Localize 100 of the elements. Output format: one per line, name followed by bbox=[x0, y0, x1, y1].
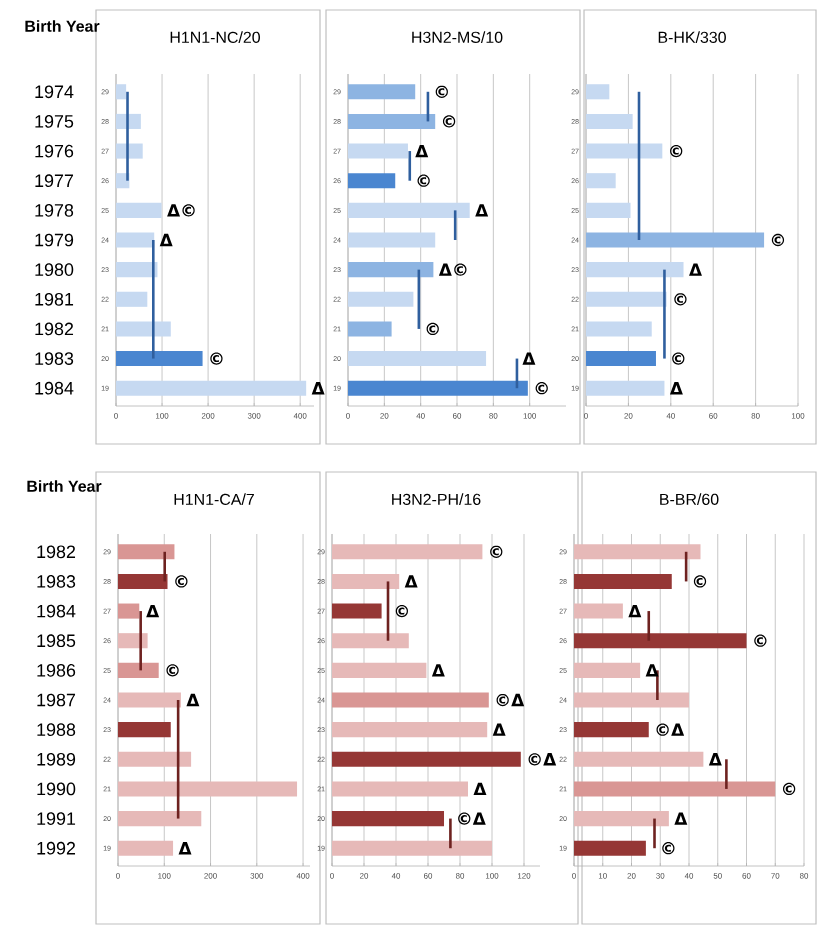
annotation: © bbox=[693, 575, 707, 588]
annotation: Δ bbox=[159, 233, 173, 247]
bar bbox=[116, 351, 203, 367]
annotation: Δ bbox=[522, 352, 536, 365]
text: 1974 bbox=[35, 85, 74, 99]
text: 1985 bbox=[37, 634, 76, 648]
bar bbox=[586, 291, 667, 307]
bar bbox=[574, 544, 701, 560]
annotation: © bbox=[210, 352, 223, 365]
bar bbox=[118, 603, 140, 619]
bar bbox=[574, 751, 704, 767]
bar bbox=[332, 751, 521, 767]
bar bbox=[118, 633, 148, 649]
annotation: © bbox=[417, 174, 430, 187]
bar bbox=[118, 751, 192, 767]
bar bbox=[332, 811, 445, 827]
annotation: ©Δ bbox=[528, 753, 557, 766]
bar bbox=[574, 603, 623, 619]
annotation: Δ© bbox=[167, 204, 195, 217]
text: 1992 bbox=[37, 841, 76, 855]
annotation: © bbox=[674, 293, 687, 306]
annotation: Δ bbox=[146, 604, 160, 618]
annotation: © bbox=[754, 634, 767, 647]
bar bbox=[574, 840, 646, 856]
annotation: © bbox=[426, 322, 439, 336]
bar bbox=[116, 380, 307, 396]
bar bbox=[586, 113, 633, 129]
bar bbox=[586, 351, 656, 367]
text: 1983 bbox=[37, 575, 76, 588]
annotation: Δ bbox=[689, 263, 702, 276]
annotation: Δ bbox=[178, 842, 192, 855]
bar bbox=[348, 143, 408, 159]
bar bbox=[574, 722, 649, 738]
bar bbox=[118, 544, 175, 560]
text: 1976 bbox=[35, 144, 74, 158]
bar bbox=[348, 173, 396, 189]
text: 1988 bbox=[37, 723, 76, 736]
annotation: Δ bbox=[628, 604, 642, 618]
annotation: © bbox=[672, 352, 685, 365]
annotation: © bbox=[435, 85, 448, 98]
annotation: Δ bbox=[186, 693, 200, 707]
annotation: © bbox=[442, 115, 456, 128]
bar bbox=[332, 781, 469, 797]
bar bbox=[332, 633, 409, 649]
bar bbox=[332, 840, 493, 856]
bar bbox=[574, 781, 776, 797]
bar bbox=[116, 202, 162, 218]
bar bbox=[332, 573, 400, 589]
annotation: Δ bbox=[431, 664, 445, 677]
bar bbox=[332, 692, 489, 708]
bar bbox=[586, 143, 663, 159]
text: 1986 bbox=[37, 664, 76, 677]
annotation: Δ bbox=[674, 812, 688, 825]
bar bbox=[118, 692, 181, 708]
annotation: Δ bbox=[475, 204, 489, 217]
text: 1978 bbox=[35, 203, 74, 217]
bar bbox=[332, 662, 427, 678]
bar bbox=[586, 262, 684, 278]
annotation: Δ bbox=[492, 723, 506, 736]
bar bbox=[118, 722, 171, 738]
bar bbox=[118, 840, 174, 856]
annotation: © bbox=[771, 233, 785, 247]
annotation: Δ bbox=[473, 782, 487, 796]
bar bbox=[574, 692, 690, 708]
annotation: © bbox=[490, 545, 503, 558]
text: 1989 bbox=[37, 752, 76, 766]
bar bbox=[118, 781, 298, 797]
bar bbox=[586, 380, 665, 396]
annotation: Δ bbox=[311, 382, 325, 395]
bar bbox=[348, 380, 528, 396]
annotation: ©Δ bbox=[458, 812, 486, 825]
bar bbox=[348, 321, 392, 337]
annotation: Δ© bbox=[438, 263, 467, 276]
bar bbox=[348, 262, 434, 278]
bar bbox=[574, 573, 672, 589]
bar bbox=[586, 202, 631, 218]
bar bbox=[118, 662, 159, 678]
annotation: © bbox=[670, 144, 683, 158]
text: 1981 bbox=[35, 292, 74, 306]
bar bbox=[586, 232, 765, 248]
bar bbox=[574, 662, 641, 678]
annotation: ©Δ bbox=[656, 723, 685, 736]
annotation: Δ bbox=[404, 575, 418, 588]
annotation: © bbox=[662, 842, 675, 855]
annotation: © bbox=[175, 575, 188, 588]
bar bbox=[586, 173, 616, 189]
annotation: Δ bbox=[708, 753, 722, 766]
text: 1982 bbox=[37, 545, 76, 559]
annotation: Δ bbox=[415, 144, 429, 158]
bar bbox=[574, 633, 747, 649]
bar bbox=[348, 291, 414, 307]
bar bbox=[116, 262, 158, 278]
bar bbox=[332, 544, 483, 560]
bar bbox=[332, 603, 382, 619]
annotation: © bbox=[783, 782, 796, 796]
annotation: © bbox=[535, 382, 548, 395]
bar bbox=[348, 113, 436, 129]
bar bbox=[348, 351, 487, 367]
text: 1984 bbox=[35, 381, 74, 395]
annotation: ©Δ bbox=[496, 693, 525, 707]
